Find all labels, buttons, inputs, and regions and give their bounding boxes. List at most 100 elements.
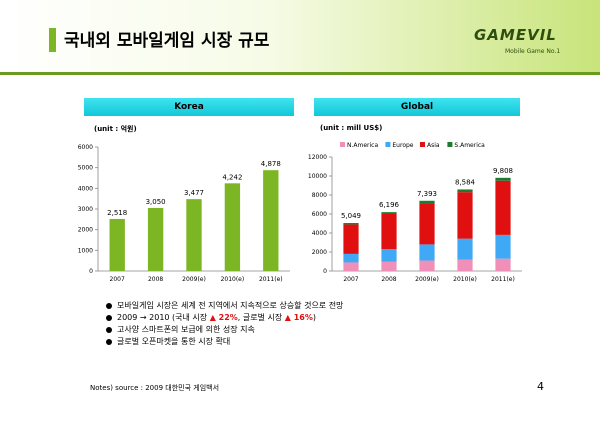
legend-label: S.America <box>454 142 485 149</box>
legend-label: Europe <box>392 142 413 149</box>
x-tick-label: 2009(e) <box>415 276 439 283</box>
korea-bar <box>147 207 164 271</box>
x-tick-label: 2011(e) <box>491 276 515 283</box>
global-unit-label: (unit : mill US$) <box>320 124 383 132</box>
bullet-text: 모바일게임 시장은 세계 전 지역에서 지속적으로 상승할 것으로 전망 <box>117 301 343 310</box>
global-bar-segment <box>343 223 359 225</box>
y-tick-label: 4000 <box>78 185 93 192</box>
page-number: 4 <box>537 380 544 393</box>
x-tick-label: 2010(e) <box>221 276 245 283</box>
legend-label: Asia <box>427 142 440 149</box>
korea-panel-header: Korea <box>84 98 294 116</box>
global-bar-total-label: 5,049 <box>341 212 361 220</box>
global-bar-segment <box>495 180 511 235</box>
korea-bar-value-label: 4,878 <box>261 160 281 168</box>
x-tick-label: 2010(e) <box>453 276 477 283</box>
source-note: Notes) source : 2009 대한민국 게임백서 <box>90 384 220 392</box>
bullet-dot-icon <box>106 338 112 345</box>
bullet-text: 고사양 스마트폰의 보급에 의한 성장 지속 <box>117 325 255 334</box>
korea-unit-label: (unit : 억원) <box>94 125 137 133</box>
y-tick-label: 0 <box>89 268 93 275</box>
global-bar-total-label: 9,808 <box>493 167 513 175</box>
korea-chart: 0 1000 2000 3000 4000 5000 6000 2007 2008 2009(e)… <box>78 144 290 283</box>
bullet-item: 고사양 스마트폰의 보급에 의한 성장 지속 <box>106 324 343 336</box>
legend-label: N.America <box>347 142 378 149</box>
y-tick-label: 8000 <box>312 192 327 199</box>
global-bar-segment <box>343 262 359 271</box>
y-tick-label: 3000 <box>78 206 93 213</box>
y-tick-label: 12000 <box>308 154 327 161</box>
bullet-text: 2009 → 2010 (국내 시장 ▲ 22%, 글로벌 시장 ▲ 16%) <box>117 313 316 322</box>
bullet-item: 글로벌 오픈마켓을 통한 시장 확대 <box>106 336 343 348</box>
global-bar-segment <box>381 214 397 250</box>
x-tick-label: 2008 <box>381 276 396 283</box>
y-tick-label: 6000 <box>312 211 327 218</box>
korea-bar-value-label: 3,050 <box>146 198 166 206</box>
legend-swatch <box>340 142 345 147</box>
bullet-item: 2009 → 2010 (국내 시장 ▲ 22%, 글로벌 시장 ▲ 16%) <box>106 312 343 324</box>
korea-bar <box>224 183 241 271</box>
global-bar-segment <box>457 259 473 271</box>
y-tick-label: 4000 <box>312 230 327 237</box>
global-bar-segment <box>343 253 359 263</box>
korea-bar-value-label: 4,242 <box>222 173 242 181</box>
slide-title: 국내외 모바일게임 시장 규모 <box>64 31 270 51</box>
x-tick-label: 2009(e) <box>182 276 206 283</box>
global-bar-total-label: 8,584 <box>455 178 476 186</box>
bullet-item: 모바일게임 시장은 세계 전 지역에서 지속적으로 상승할 것으로 전망 <box>106 300 343 312</box>
global-bar-segment <box>457 192 473 239</box>
global-bar-total-label: 6,196 <box>379 201 400 209</box>
global-bar-segment <box>419 200 435 204</box>
global-bar-segment <box>419 244 435 261</box>
global-bar-segment <box>495 258 511 271</box>
logo-tagline: Mobile Game No.1 <box>505 48 561 55</box>
legend-swatch <box>385 142 391 147</box>
slide-header <box>0 0 600 72</box>
global-bar-segment <box>381 261 397 271</box>
global-bar-segment <box>495 177 511 181</box>
global-bar-segment <box>381 249 397 262</box>
bullet-text-part: 2009 → 2010 (국내 시장 <box>117 313 210 322</box>
bullet-dot-icon <box>106 302 112 309</box>
bullet-dot-icon <box>106 314 112 321</box>
korea-bar <box>263 170 279 271</box>
bullet-text-part: ) <box>312 313 316 322</box>
gamevil-logo: GAMEVIL <box>474 26 557 44</box>
y-tick-label: 6000 <box>78 144 93 151</box>
bullet-text-part: 고사양 스마트폰의 보급에 의한 성장 지속 <box>117 325 255 334</box>
bullet-text-part: 모바일게임 시장은 세계 전 지역에서 지속적으로 상승할 것으로 전망 <box>117 301 344 310</box>
y-tick-label: 1000 <box>78 247 93 254</box>
global-bar-segment <box>495 234 511 259</box>
korea-bar <box>186 199 202 271</box>
global-bar-segment <box>419 260 435 271</box>
legend-swatch <box>447 142 453 147</box>
bullet-text-part: , 글로벌 시장 <box>237 313 285 322</box>
x-tick-label: 2008 <box>148 276 163 283</box>
y-tick-label: 5000 <box>78 165 93 172</box>
y-tick-label: 0 <box>323 268 327 275</box>
x-tick-label: 2011(e) <box>259 276 283 283</box>
bullet-dot-icon <box>106 326 112 333</box>
global-bar-segment <box>419 203 435 245</box>
global-bar-segment <box>343 224 359 254</box>
x-tick-label: 2007 <box>110 276 125 283</box>
x-tick-label: 2007 <box>343 276 358 283</box>
header-rule <box>0 72 600 75</box>
bullet-text-part: 글로벌 오픈마켓을 통한 시장 확대 <box>117 337 231 346</box>
y-tick-label: 10000 <box>308 173 327 180</box>
global-chart: 0 2000 4000 6000 8000 10000 12000 2007 2008 2009(… <box>308 142 522 283</box>
title-accent-bar <box>49 28 56 52</box>
y-tick-label: 2000 <box>78 227 93 234</box>
global-bar-segment <box>457 189 473 193</box>
global-bar-total-label: 7,393 <box>417 190 437 198</box>
korea-bar-value-label: 3,477 <box>184 189 204 197</box>
bullet-text: 글로벌 오픈마켓을 통한 시장 확대 <box>117 337 230 346</box>
global-bar-segment <box>457 238 473 260</box>
growth-highlight: ▲ 22% <box>209 313 238 322</box>
global-panel-header: Global <box>314 98 520 116</box>
y-tick-label: 2000 <box>312 249 327 256</box>
global-bar-segment <box>381 212 397 214</box>
growth-highlight: ▲ 16% <box>284 313 313 322</box>
legend-swatch <box>420 142 425 147</box>
korea-bar <box>109 218 125 271</box>
